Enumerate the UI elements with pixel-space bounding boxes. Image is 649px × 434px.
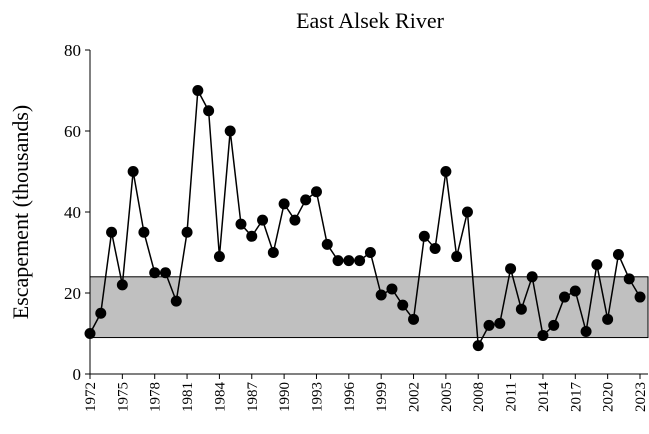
x-tick-label: 1972 xyxy=(83,382,99,412)
series-line xyxy=(89,87,641,349)
y-tick-label: 40 xyxy=(64,203,81,222)
data-point xyxy=(300,194,312,206)
x-tick-label: 1984 xyxy=(212,382,228,413)
data-point xyxy=(591,259,603,271)
data-point xyxy=(548,319,560,331)
data-point xyxy=(246,230,258,242)
data-point xyxy=(278,198,290,210)
data-point xyxy=(397,299,409,311)
data-point xyxy=(289,214,301,226)
x-tick-label: 2020 xyxy=(601,382,617,412)
data-point xyxy=(321,238,333,250)
x-tick-label: 2017 xyxy=(568,382,584,413)
data-point xyxy=(612,249,624,261)
x-tick-label: 2008 xyxy=(471,382,487,412)
data-point xyxy=(580,325,592,337)
x-tick-label: 1999 xyxy=(374,382,390,412)
x-tick-label: 1975 xyxy=(115,382,131,412)
data-point xyxy=(149,267,161,279)
data-point xyxy=(213,251,225,263)
data-point xyxy=(224,125,236,137)
x-tick-label: 1981 xyxy=(180,382,196,412)
data-point xyxy=(505,263,517,275)
data-point xyxy=(364,247,376,258)
x-tick-label: 1987 xyxy=(245,382,261,413)
x-tick-label: 1996 xyxy=(342,382,358,413)
data-point xyxy=(451,251,463,263)
data-point xyxy=(472,340,484,352)
x-tick-label: 1990 xyxy=(277,382,293,412)
data-point xyxy=(440,166,452,177)
y-tick-label: 80 xyxy=(64,41,81,60)
data-point xyxy=(429,242,441,254)
data-point xyxy=(386,283,398,295)
data-point xyxy=(106,226,118,238)
x-tick-label: 1978 xyxy=(148,382,164,412)
data-point xyxy=(170,295,182,307)
data-point xyxy=(408,313,420,325)
x-tick-label: 2023 xyxy=(633,382,649,412)
data-point xyxy=(623,273,635,285)
data-point xyxy=(310,186,322,198)
y-axis-label: Escapement (thousands) xyxy=(8,105,33,319)
x-tick-label: 1993 xyxy=(309,382,325,412)
data-point xyxy=(235,218,247,230)
y-tick-label: 0 xyxy=(73,365,82,384)
data-point xyxy=(483,319,495,331)
data-point xyxy=(257,214,269,226)
x-tick-label: 2011 xyxy=(504,382,520,411)
data-point xyxy=(461,206,473,218)
data-point xyxy=(116,279,128,291)
data-point xyxy=(494,317,506,329)
data-point xyxy=(159,267,171,279)
data-point xyxy=(515,303,527,315)
chart-title: East Alsek River xyxy=(296,8,445,33)
data-point xyxy=(634,291,646,303)
y-tick-label: 60 xyxy=(64,122,81,141)
data-point xyxy=(138,226,150,238)
data-point xyxy=(526,271,538,283)
data-point xyxy=(537,330,549,342)
data-point xyxy=(418,230,430,242)
data-point xyxy=(375,289,387,301)
data-point xyxy=(95,307,107,319)
data-point xyxy=(354,255,366,267)
data-point xyxy=(84,328,96,339)
data-point xyxy=(203,105,215,117)
x-tick-label: 2002 xyxy=(407,382,423,412)
y-tick-label: 20 xyxy=(64,284,81,303)
data-point xyxy=(192,85,204,96)
data-point xyxy=(267,247,279,258)
goal-band xyxy=(89,276,649,339)
data-point xyxy=(602,313,614,325)
data-point xyxy=(343,255,355,267)
data-point xyxy=(332,255,344,267)
x-tick-label: 2014 xyxy=(536,382,552,413)
data-point xyxy=(181,226,193,238)
data-point xyxy=(559,291,571,303)
data-point xyxy=(569,285,581,297)
x-tick-label: 2005 xyxy=(439,382,455,412)
data-point xyxy=(127,166,139,177)
